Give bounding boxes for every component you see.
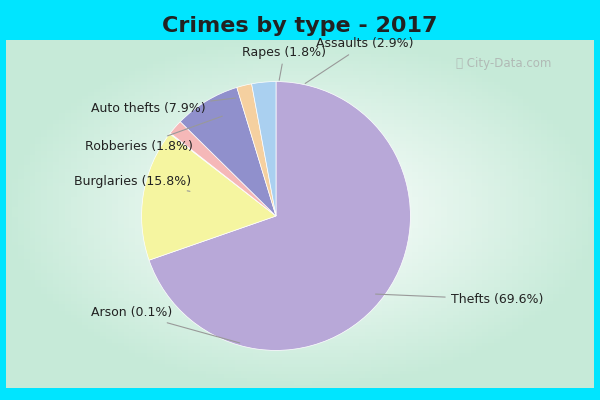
- Text: Arson (0.1%): Arson (0.1%): [91, 306, 240, 343]
- Wedge shape: [251, 82, 276, 216]
- Wedge shape: [180, 88, 276, 216]
- Text: Rapes (1.8%): Rapes (1.8%): [242, 46, 326, 80]
- Text: Crimes by type - 2017: Crimes by type - 2017: [162, 16, 438, 36]
- Text: ⓘ City-Data.com: ⓘ City-Data.com: [457, 58, 551, 70]
- Text: Robberies (1.8%): Robberies (1.8%): [85, 116, 223, 153]
- Wedge shape: [237, 84, 276, 216]
- Text: Assaults (2.9%): Assaults (2.9%): [305, 38, 414, 84]
- Wedge shape: [170, 122, 276, 216]
- Text: Thefts (69.6%): Thefts (69.6%): [376, 293, 543, 306]
- Wedge shape: [170, 133, 276, 216]
- Text: Auto thefts (7.9%): Auto thefts (7.9%): [91, 98, 236, 115]
- Text: Burglaries (15.8%): Burglaries (15.8%): [74, 174, 191, 191]
- Wedge shape: [149, 82, 410, 350]
- Wedge shape: [142, 134, 276, 260]
